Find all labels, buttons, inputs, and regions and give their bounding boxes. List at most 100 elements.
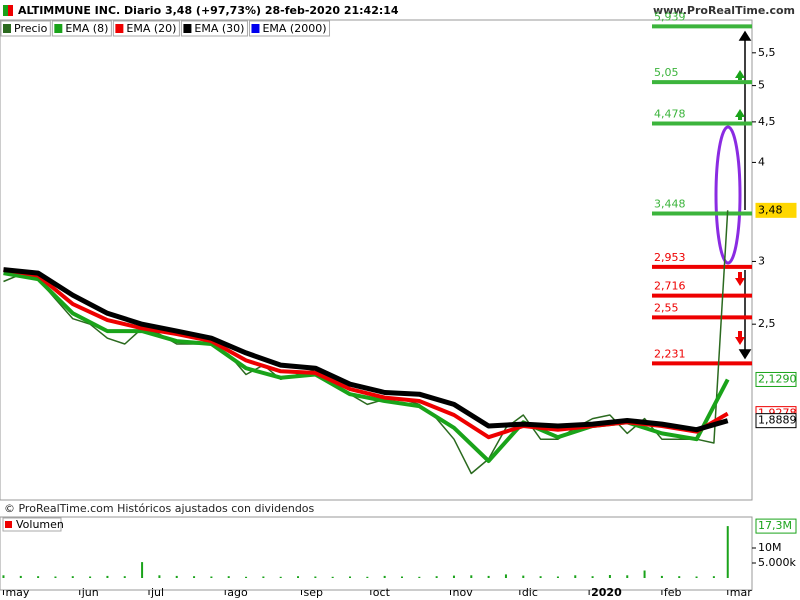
series-line <box>3 267 729 433</box>
source: www.ProRealTime.com <box>653 4 795 17</box>
legend-label: EMA (2000) <box>262 22 326 35</box>
volume-bar <box>539 576 542 578</box>
title-icon <box>3 5 8 16</box>
volume-header <box>2 517 62 532</box>
series-line <box>3 210 729 475</box>
volume-bar <box>141 562 144 578</box>
y-tick-label: 10M <box>758 541 782 554</box>
volume-title: Volumen <box>16 518 64 531</box>
x-tick-label: oct <box>373 586 391 599</box>
level-label: 2,55 <box>654 301 679 314</box>
volume-bar <box>712 576 715 578</box>
volume-bar <box>418 576 421 578</box>
up-signal <box>735 109 745 120</box>
last-value-label: 1,8889 <box>758 414 797 427</box>
volume-bar <box>435 576 438 578</box>
price-panel <box>0 19 753 501</box>
x-tick-label: dic <box>522 586 538 599</box>
volume-bar <box>123 576 126 578</box>
last-value-label: 3,48 <box>758 203 783 216</box>
volume-bar <box>314 576 317 578</box>
volume-bar <box>2 575 5 578</box>
volume-bar <box>227 576 230 578</box>
level-label: 2,231 <box>654 347 686 360</box>
last-value-box <box>755 202 797 218</box>
legend-swatch <box>183 24 192 33</box>
arrow-head <box>738 349 752 360</box>
x-tick-label: jul <box>150 586 164 599</box>
volume-bar <box>262 576 265 578</box>
volume-bar <box>591 576 594 578</box>
volume-bar <box>245 576 248 578</box>
arrow-head <box>738 30 752 41</box>
volume-bar <box>574 575 577 578</box>
volume-bar <box>695 576 698 578</box>
last-value-box <box>755 413 797 429</box>
volume-bar <box>660 575 663 578</box>
volume-bar <box>400 576 403 578</box>
down-signal <box>735 272 745 286</box>
volume-bar <box>71 576 74 578</box>
legend-label: EMA (30) <box>194 22 244 35</box>
y-tick-label: 5,5 <box>758 46 776 59</box>
level-label: 5,939 <box>654 10 686 23</box>
legend-box <box>180 20 248 37</box>
level-label: 2,716 <box>654 280 686 293</box>
volume-bar <box>556 576 559 578</box>
volume-bar <box>297 576 300 578</box>
x-tick-label: may <box>5 586 29 599</box>
last-value-label: 2,1290 <box>758 372 797 385</box>
x-tick-label: jun <box>81 586 99 599</box>
down-signal <box>735 331 745 345</box>
volume-bar <box>608 575 611 578</box>
volume-bar <box>54 576 57 578</box>
x-tick-label: 2020 <box>591 586 622 599</box>
volume-bar <box>678 576 681 578</box>
volume-bar <box>522 575 525 578</box>
volume-icon <box>5 521 12 528</box>
volume-bar <box>452 575 455 578</box>
level-label: 4,478 <box>654 108 686 121</box>
up-signal <box>735 70 745 80</box>
level-label: 5,05 <box>654 66 679 79</box>
volume-bar <box>626 575 629 578</box>
highlight-ellipse <box>714 125 742 265</box>
volume-bar <box>726 526 729 578</box>
x-tick-label: ago <box>227 586 248 599</box>
x-tick-label: sep <box>303 586 322 599</box>
volume-bar <box>158 575 161 578</box>
legend-label: EMA (8) <box>65 22 108 35</box>
volume-bar <box>175 575 178 578</box>
y-tick-label: 2,5 <box>758 317 776 330</box>
legend-box <box>112 20 180 37</box>
volume-bar <box>19 575 22 578</box>
volume-bar <box>504 574 507 578</box>
volume-bar <box>349 576 352 578</box>
volume-bar <box>366 576 369 578</box>
x-tick-label: nov <box>453 586 474 599</box>
legend-swatch <box>3 24 11 33</box>
volume-bar <box>106 575 109 578</box>
signals <box>735 70 745 345</box>
level-label: 2,953 <box>654 251 686 264</box>
volume-bar <box>331 576 334 578</box>
volume-bar <box>487 575 490 578</box>
last-value-label: 17,3M <box>758 519 792 532</box>
legend-box <box>248 20 331 37</box>
x-tick-label: feb <box>664 586 682 599</box>
y-tick-label: 4 <box>758 155 765 168</box>
volume-bar <box>279 576 282 578</box>
volume-bar <box>210 576 213 578</box>
volume-bar <box>37 576 40 578</box>
volume-bar <box>193 576 196 578</box>
y-tick-label: 5 <box>758 79 765 92</box>
x-tick-label: mar <box>730 586 752 599</box>
legend-swatch <box>251 24 260 33</box>
volume-panel <box>0 516 753 591</box>
chart-title: ALTIMMUNE INC. Diario 3,48 (+97,73%) 28-… <box>18 4 399 17</box>
volume-bar <box>643 570 646 578</box>
volume-bar <box>383 575 386 578</box>
legend-swatch <box>54 24 63 33</box>
legend-box <box>0 20 51 37</box>
